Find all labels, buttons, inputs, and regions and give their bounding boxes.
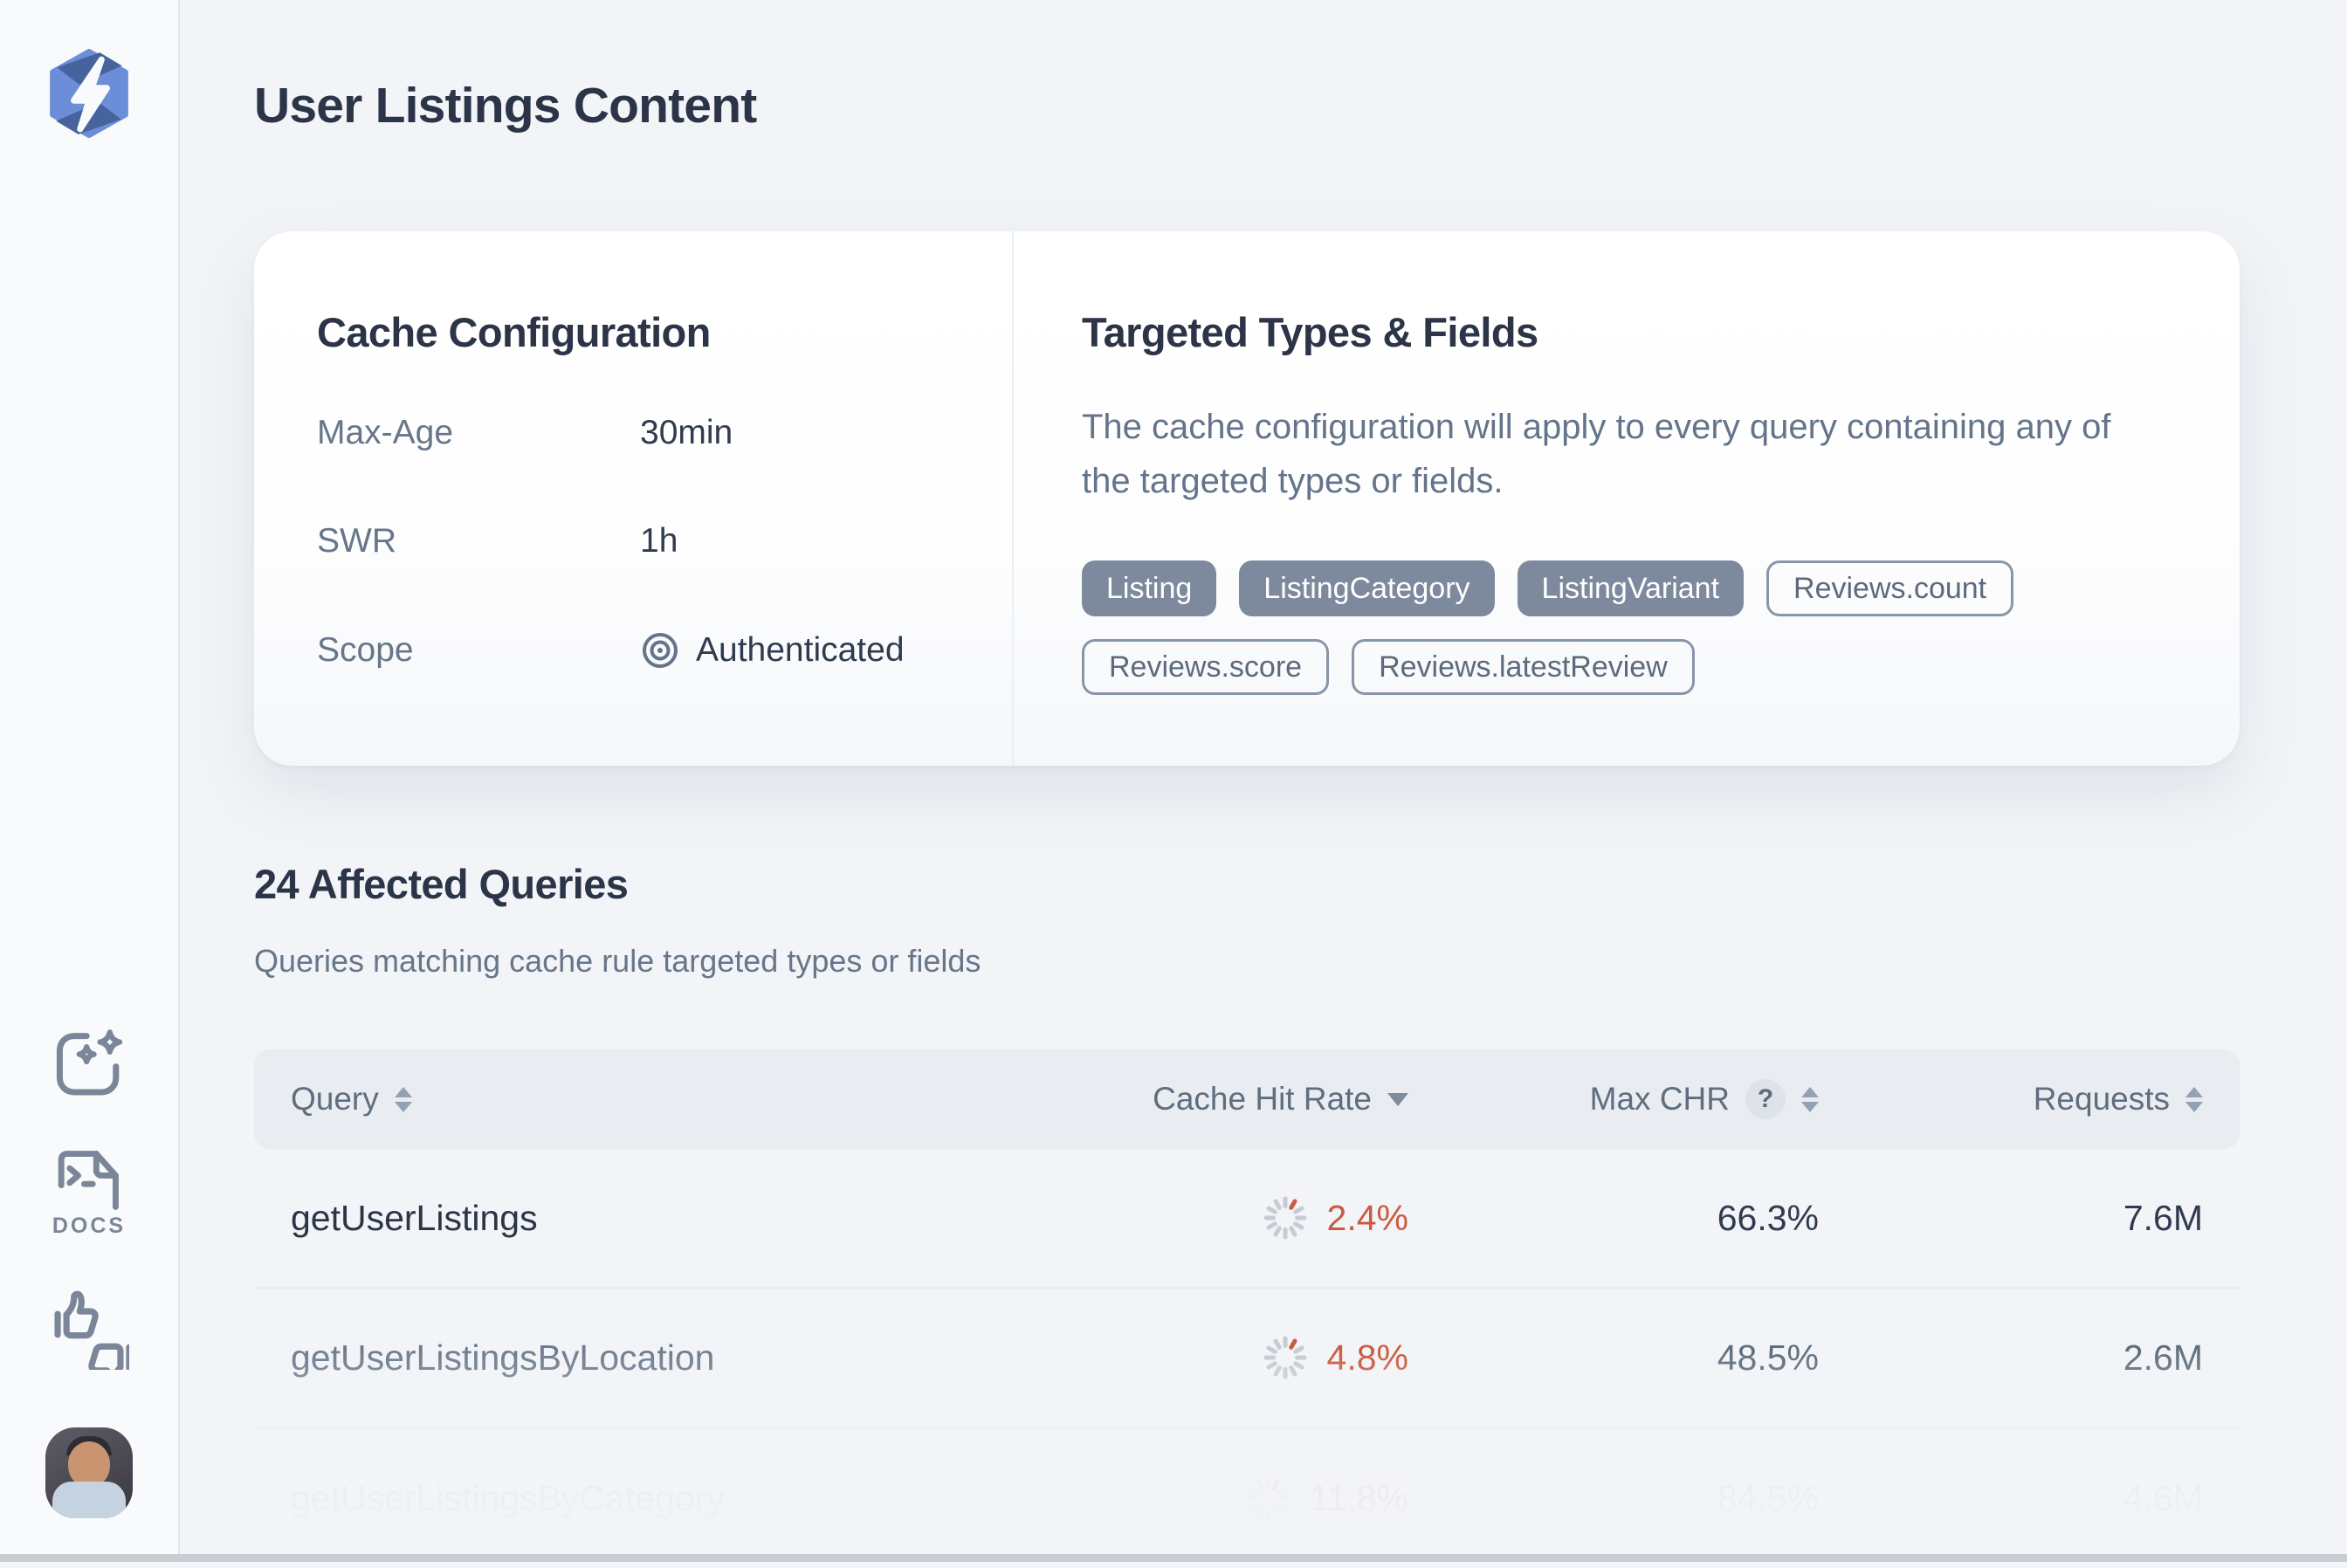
cache-configuration-rows: Max-Age 30min SWR 1h Scope [317, 414, 960, 671]
config-label: Max-Age [317, 414, 454, 451]
sort-desc-icon [1387, 1092, 1408, 1106]
column-label: Requests [2033, 1081, 2170, 1117]
config-row-scope: Scope Authenticated [317, 630, 960, 671]
cache-hit-rate-value: 11.8% [1309, 1477, 1408, 1518]
targeted-chips: Listing ListingCategory ListingVariant R… [1082, 560, 2170, 695]
column-label: Query [291, 1081, 379, 1117]
type-chip: ListingCategory [1239, 560, 1495, 616]
config-value: 1h [640, 522, 678, 560]
targeted-types-title: Targeted Types & Fields [1082, 309, 1538, 355]
stellate-logo[interactable] [45, 49, 134, 138]
sort-icon [2185, 1086, 2203, 1112]
cache-hit-rate-cell: 4.8% [919, 1335, 1408, 1380]
type-chip: Listing [1082, 560, 1217, 616]
targeted-types-description: The cache configuration will apply to ev… [1082, 408, 2111, 500]
requests-value: 2.6M [2123, 1337, 2203, 1378]
table-row[interactable]: getUserListingsByCategory 11.8% 84.5% 4.… [254, 1428, 2240, 1568]
column-header-cache-hit-rate[interactable]: Cache Hit Rate [919, 1081, 1408, 1118]
config-label: Scope [317, 631, 414, 669]
sidebar-icon-stack: DOCS [51, 1025, 129, 1370]
cache-configuration-title: Cache Configuration [317, 309, 711, 355]
sidebar: DOCS [0, 0, 180, 1562]
sort-icon [1801, 1086, 1819, 1112]
target-icon [643, 633, 678, 668]
field-chip: Reviews.score [1082, 639, 1330, 695]
max-chr-value: 48.5% [1717, 1337, 1819, 1378]
loading-spinner-icon [1246, 1476, 1290, 1520]
targeted-types-panel: Targeted Types & Fields The cache config… [1014, 231, 2240, 766]
ai-sparkle-icon [56, 1029, 123, 1096]
page-title: User Listings Content [254, 78, 757, 134]
column-header-requests[interactable]: Requests [1819, 1081, 2203, 1118]
avatar-shirt [52, 1482, 126, 1518]
cache-hit-rate-value: 4.8% [1326, 1337, 1408, 1378]
loading-spinner-icon [1263, 1336, 1307, 1379]
config-row-max-age: Max-Age 30min [317, 414, 960, 452]
table-row[interactable]: getUserListingsByLocation 4.8% 48.5% 2.6… [254, 1289, 2240, 1428]
table-header: Query Cache Hit Rate Max CHR ? Requests [254, 1049, 2240, 1149]
loading-spinner-icon [1263, 1196, 1307, 1240]
docs-file-icon [58, 1151, 119, 1210]
cache-hit-rate-cell: 2.4% [919, 1195, 1408, 1241]
window-bottom-edge [0, 1554, 2347, 1562]
config-label: SWR [317, 522, 396, 560]
requests-value: 4.6M [2123, 1477, 2203, 1518]
field-chip: Reviews.latestReview [1352, 639, 1695, 695]
config-value-scope: Authenticated [640, 630, 905, 671]
config-value: 30min [640, 414, 733, 451]
config-row-swr: SWR 1h [317, 522, 960, 560]
affected-queries-table: Query Cache Hit Rate Max CHR ? Requests [254, 1049, 2240, 1568]
docs-label: DOCS [52, 1214, 127, 1238]
sort-icon [394, 1086, 412, 1112]
column-label: Max CHR [1589, 1081, 1730, 1117]
requests-value: 7.6M [2123, 1197, 2203, 1238]
ai-assistant-button[interactable] [51, 1025, 127, 1098]
cache-configuration-panel: Cache Configuration Max-Age 30min SWR 1h… [254, 231, 1014, 766]
field-chip: Reviews.count [1766, 560, 2014, 616]
user-avatar[interactable] [45, 1427, 133, 1518]
query-name: getUserListingsByLocation [291, 1337, 715, 1378]
type-chip: ListingVariant [1517, 560, 1745, 616]
avatar-face [68, 1441, 110, 1487]
thumbs-up-down-icon [54, 1290, 129, 1370]
help-icon[interactable]: ? [1745, 1079, 1786, 1119]
main-content: User Listings Content Cache Configuratio… [180, 0, 2347, 1562]
cache-hit-rate-cell: 11.8% [919, 1475, 1408, 1521]
affected-queries-subtitle: Queries matching cache rule targeted typ… [254, 943, 981, 979]
column-label: Cache Hit Rate [1153, 1081, 1372, 1117]
scope-value: Authenticated [696, 631, 905, 669]
feedback-button[interactable] [51, 1289, 129, 1370]
column-header-max-chr[interactable]: Max CHR ? [1408, 1079, 1819, 1119]
docs-button[interactable]: DOCS [51, 1149, 127, 1239]
affected-queries-title: 24 Affected Queries [254, 861, 629, 907]
max-chr-value: 84.5% [1717, 1477, 1819, 1518]
max-chr-value: 66.3% [1717, 1197, 1819, 1238]
cache-hit-rate-value: 2.4% [1326, 1197, 1408, 1238]
query-name: getUserListingsByCategory [291, 1477, 725, 1518]
cache-rule-card: Cache Configuration Max-Age 30min SWR 1h… [254, 231, 2240, 766]
query-name: getUserListings [291, 1197, 538, 1238]
column-header-query[interactable]: Query [291, 1081, 919, 1118]
table-row[interactable]: getUserListings 2.4% 66.3% 7.6M [254, 1149, 2240, 1289]
